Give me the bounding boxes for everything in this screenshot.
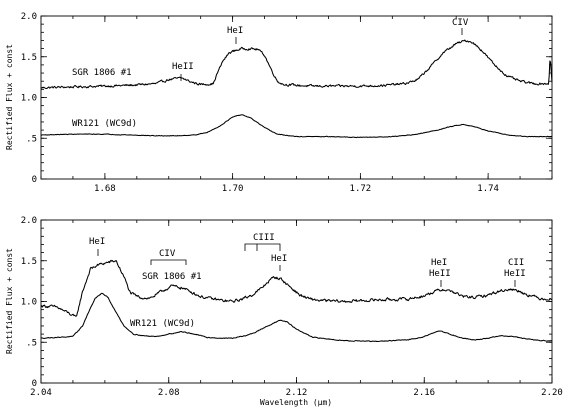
top-x-tick-label: 1.72 xyxy=(350,184,372,194)
bottom-ciii-bracket xyxy=(244,243,281,251)
bottom-series-line-wr121 xyxy=(40,292,553,343)
top-series-label-sgr: SGR 1806 #1 xyxy=(72,68,132,78)
top-line-markers xyxy=(180,28,463,81)
top-y-axis-title: Rectified Flux + const xyxy=(5,44,14,150)
top-axis-ticks: 1.68 1.70 1.72 1.74 0 .5 1.0 1.5 2.0 xyxy=(21,12,553,194)
bottom-y-tick-label: 0 xyxy=(32,379,37,389)
bottom-panel: 2.04 2.08 2.12 2.16 2.20 0 .5 1.0 1.5 2.0 HeI CIV… xyxy=(5,216,563,407)
bottom-line-markers xyxy=(97,243,516,287)
top-series-curves xyxy=(40,39,553,139)
bottom-y-tick-label: 2.0 xyxy=(21,216,37,226)
bottom-y-tick-label: 1.5 xyxy=(21,257,37,267)
bottom-label-heii-far: HeII xyxy=(504,269,526,279)
bottom-x-tick-label: 2.08 xyxy=(158,388,180,398)
top-x-tick-label: 1.74 xyxy=(477,184,499,194)
bottom-x-tick-label: 2.16 xyxy=(413,388,435,398)
top-label-heii: HeII xyxy=(172,62,194,72)
top-x-tick-label: 1.70 xyxy=(222,184,244,194)
bottom-y-tick-label: 1.0 xyxy=(21,298,37,308)
bottom-plot-frame xyxy=(40,219,553,384)
top-series-label-wr121: WR121 (WC9d) xyxy=(72,119,137,129)
bottom-y-axis-title: Rectified Flux + const xyxy=(5,248,14,354)
top-y-tick-label: 1.5 xyxy=(21,53,37,63)
top-series-line-sgr-1806 xyxy=(40,39,553,90)
bottom-x-tick-label: 2.12 xyxy=(286,388,308,398)
bottom-x-tick-label: 2.20 xyxy=(541,388,563,398)
bottom-x-axis-title: Wavelength (μm) xyxy=(260,398,332,407)
bottom-axis-ticks: 2.04 2.08 2.12 2.16 2.20 0 .5 1.0 1.5 2.0 xyxy=(21,216,563,398)
bottom-label-hei-left: HeI xyxy=(89,237,105,247)
bottom-label-cii: CII xyxy=(508,258,524,268)
bottom-label-civ: CIV xyxy=(159,249,176,259)
bottom-series-label-wr121: WR121 (WC9d) xyxy=(130,319,195,329)
bottom-series-line-sgr-1806 xyxy=(40,259,553,317)
top-y-tick-label: 0 xyxy=(32,175,37,185)
bottom-x-tick-label: 2.04 xyxy=(30,388,52,398)
top-label-hei: HeI xyxy=(227,26,243,36)
bottom-label-hei-mid: HeI xyxy=(271,254,287,264)
bottom-y-tick-label: .5 xyxy=(26,338,37,348)
bottom-label-hei-right: HeI xyxy=(431,258,447,268)
top-x-tick-label: 1.68 xyxy=(94,184,116,194)
top-y-tick-label: 1.0 xyxy=(21,94,37,104)
top-y-tick-label: 2.0 xyxy=(21,12,37,22)
top-label-civ: CIV xyxy=(452,18,469,28)
bottom-series-label-sgr: SGR 1806 #1 xyxy=(142,272,202,282)
top-panel: 1.68 1.70 1.72 1.74 0 .5 1.0 1.5 2.0 HeII HeI CI… xyxy=(5,12,553,194)
top-series-line-wr121 xyxy=(40,114,553,139)
bottom-label-heii-right: HeII xyxy=(429,269,451,279)
top-y-tick-label: .5 xyxy=(26,134,37,144)
bottom-series-curves xyxy=(40,259,553,343)
top-plot-frame xyxy=(40,15,553,180)
bottom-civ-bracket xyxy=(150,259,187,265)
bottom-label-ciii: CIII xyxy=(253,233,275,243)
